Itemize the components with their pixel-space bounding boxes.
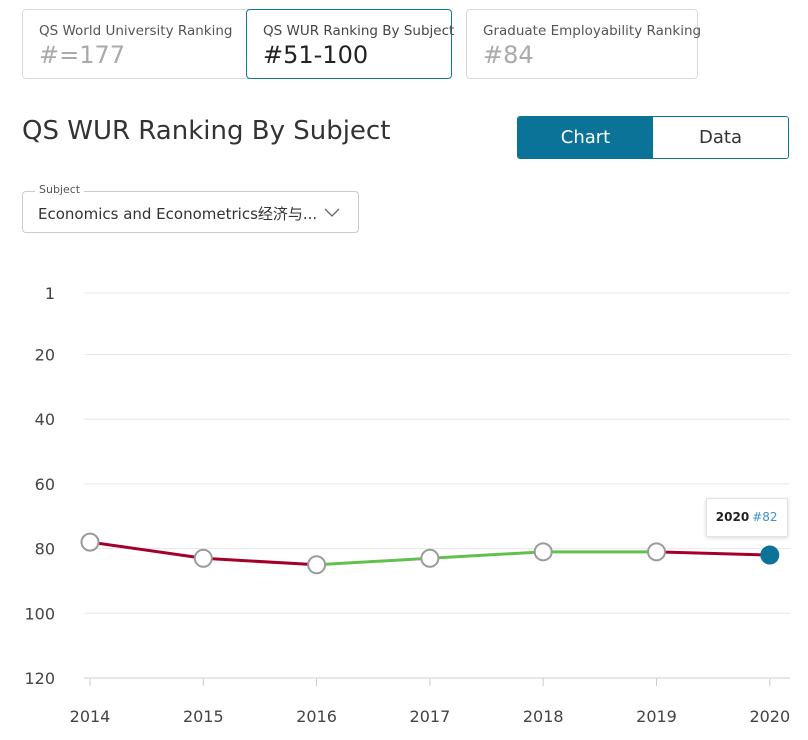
data-point [193,548,213,568]
rank-card-world-university[interactable]: QS World University Ranking #=177 [22,9,261,79]
rank-card-label: Graduate Employability Ranking [483,23,702,39]
data-point [647,542,666,562]
x-tick-label: 2014 [70,707,111,726]
chevron-down-icon [324,208,340,217]
series-segment [201,556,319,567]
subject-select-label: Subject [35,183,85,196]
ranking-chart: 1 20 40 60 80 100 120 2014 2015 2016 2017 2018 2019 2… [0,260,808,740]
chart-tab-button[interactable]: Chart [518,117,653,158]
data-tab-button[interactable]: Data [653,117,788,158]
rank-card-graduate-employability[interactable]: Graduate Employability Ranking #84 [466,9,702,79]
page-title: QS WUR Ranking By Subject [22,116,391,146]
rank-card-label: QS WUR Ranking By Subject [263,23,455,39]
y-tick-label: 20 [35,345,55,364]
view-toggle: Chart Data [517,116,789,159]
series-segment [655,550,772,557]
series-segment [315,556,432,567]
x-tick-label: 2015 [183,707,224,726]
y-tick-label: 80 [35,540,55,559]
highlighted-data-point [760,545,780,565]
series-segment [428,550,545,560]
y-tick-label: 100 [24,604,55,623]
rank-card-value: #=177 [39,41,126,69]
x-tick-label: 2019 [636,707,677,726]
rank-card-value: #84 [483,41,534,69]
data-point [80,532,100,552]
rank-card-label: QS World University Ranking [39,23,233,39]
x-tick-label: 2016 [296,707,337,726]
y-tick-label: 40 [35,410,55,429]
data-point [307,555,327,575]
chart-tooltip: 2020 #82 [705,498,788,538]
tooltip-year: 2020 [715,510,750,525]
rank-card-value: #51-100 [263,41,369,69]
y-tick-label: 1 [45,284,55,303]
x-tick-label: 2018 [523,707,564,726]
x-tick-label: 2020 [749,707,790,726]
subject-select-value: Economics and Econometrics经济与... [38,205,318,223]
rank-card-subject[interactable]: QS WUR Ranking By Subject #51-100 [246,9,455,79]
y-tick-label: 60 [35,475,55,494]
subject-select[interactable]: Subject Economics and Econometrics经济与... [22,183,359,233]
data-point [533,542,553,562]
series-segment [88,540,205,560]
tooltip-rank: #82 [752,510,778,525]
x-tick-label: 2017 [410,707,451,726]
y-tick-label: 120 [24,669,55,688]
data-point [420,548,440,568]
